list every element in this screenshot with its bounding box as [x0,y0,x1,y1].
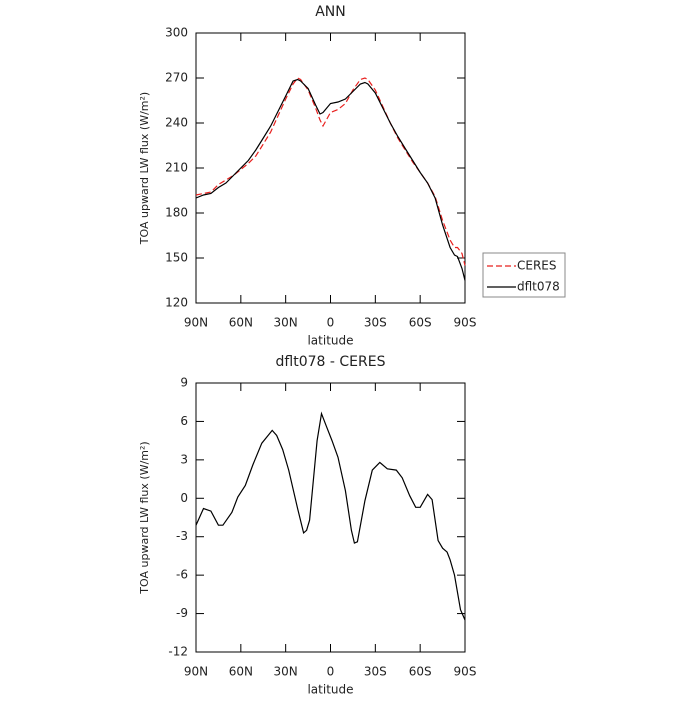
chart-title: dflt078 - CERES [276,354,386,370]
x-tick-label: 90S [454,316,477,330]
y-tick-label: -9 [176,606,188,620]
x-axis-label: latitude [307,683,353,697]
x-tick-label: 30S [364,665,387,679]
y-tick-label: 240 [165,116,188,130]
plot-frame [195,382,466,653]
x-tick-label: 60N [229,316,253,330]
y-tick-label: 0 [180,491,188,505]
y-tick-label: -6 [176,568,188,582]
y-axis-label: TOA upward LW flux (W/m²) [138,441,151,594]
x-tick-label: 0 [327,316,335,330]
x-tick-label: 90N [184,665,208,679]
x-tick-label: 60S [409,665,432,679]
y-tick-label: -12 [168,645,188,659]
data-line [195,78,466,281]
x-axis-label: latitude [307,334,353,348]
y-tick-label: 3 [180,452,188,466]
y-tick-label: 270 [165,71,188,85]
legend-box [482,252,566,298]
legend-label: dflt078 [517,280,560,294]
y-tick-label: 210 [165,161,188,175]
x-tick-label: 90N [184,316,208,330]
y-tick-label: 180 [165,206,188,220]
legend-label: CERES [517,259,557,273]
data-line [195,411,466,621]
x-tick-label: 30N [274,665,298,679]
y-axis-label: TOA upward LW flux (W/m²) [138,92,151,245]
x-tick-label: 30S [364,316,387,330]
x-tick-label: 0 [327,665,335,679]
y-tick-label: 120 [165,296,188,310]
y-tick-label: 9 [180,376,188,390]
y-tick-label: 6 [180,414,188,428]
x-tick-label: 60N [229,665,253,679]
x-tick-label: 60S [409,316,432,330]
x-tick-label: 30N [274,316,298,330]
plot-frame [195,32,466,304]
y-tick-label: 150 [165,251,188,265]
x-tick-label: 90S [454,665,477,679]
y-tick-label: 300 [165,26,188,40]
y-tick-label: -3 [176,529,188,543]
chart-title: ANN [315,4,346,20]
